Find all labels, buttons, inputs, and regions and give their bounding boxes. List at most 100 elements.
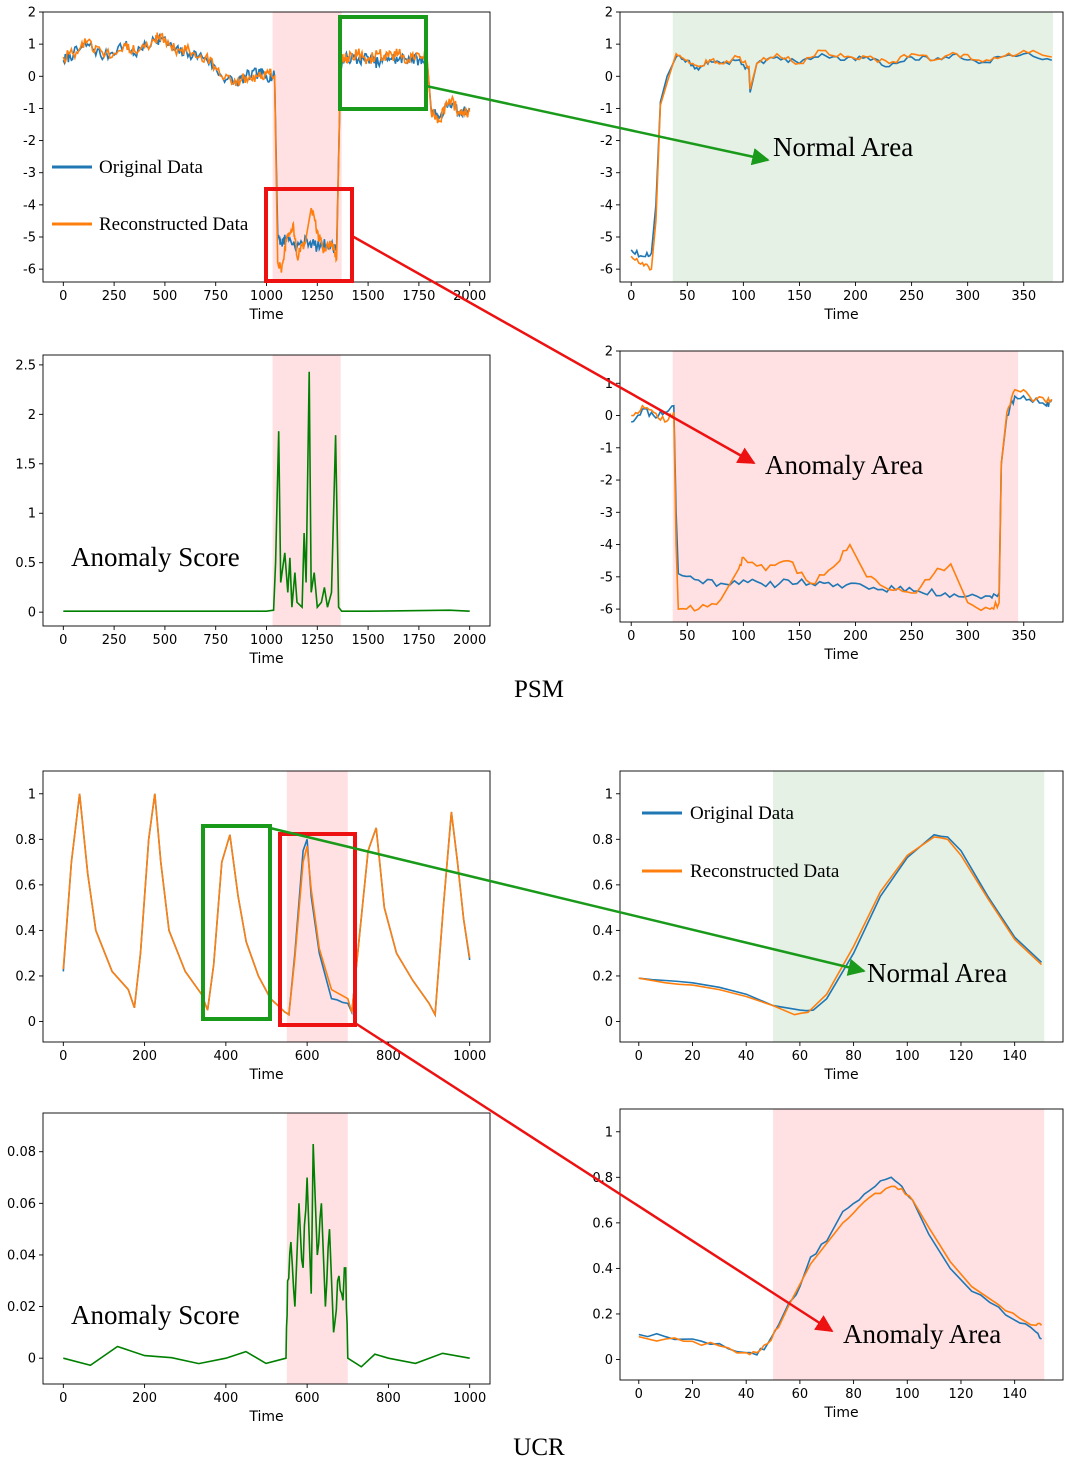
x-tick-label: 50 (679, 289, 696, 304)
x-tick-label: 1000 (453, 1049, 486, 1064)
y-tick-label: 2 (605, 6, 613, 21)
chart-ucr-score: 0 200 400 600 800 1000 0 0.02 0.04 0.06 0.08 Time (7, 1112, 491, 1425)
y-tick-label: -5 (600, 231, 613, 246)
x-tick-label: 0 (59, 1049, 67, 1064)
ucr-caption: UCR (513, 1434, 565, 1461)
psm-normal-selection-box (338, 15, 428, 111)
y-tick-label: -3 (600, 506, 613, 521)
x-tick-label: 250 (899, 629, 924, 644)
x-tick-label: 40 (738, 1049, 755, 1064)
y-tick-label: -3 (23, 166, 36, 181)
x-axis-label: Time (823, 307, 858, 323)
legend-label-original: Original Data (99, 157, 204, 178)
y-tick-label: 0.04 (7, 1248, 36, 1263)
psm-normal-arrow (425, 84, 770, 166)
x-tick-label: 100 (731, 289, 756, 304)
x-tick-label: 1500 (352, 633, 385, 648)
psm-anomaly-arrow (351, 234, 756, 465)
x-axis-label: Time (248, 1067, 283, 1083)
x-axis-label: Time (823, 1067, 858, 1083)
y-tick-label: 0.6 (592, 878, 613, 893)
y-tick-label: 1 (28, 787, 36, 802)
x-tick-label: 200 (132, 1049, 157, 1064)
y-tick-label: -6 (23, 263, 36, 278)
y-tick-label: -3 (600, 166, 613, 181)
y-tick-label: -2 (23, 134, 36, 149)
y-tick-label: 2 (28, 408, 36, 423)
psm-anomaly-score-label: Anomaly Score (71, 542, 240, 572)
ucr-normal-area-label: Normal Area (867, 958, 1007, 988)
x-axis-label: Time (823, 647, 858, 663)
x-tick-label: 400 (213, 1391, 238, 1406)
y-tick-label: 0.6 (592, 1216, 613, 1231)
x-tick-label: 800 (376, 1049, 401, 1064)
anomaly-region (272, 355, 341, 626)
psm-anomaly-area-label: Anomaly Area (765, 450, 923, 480)
x-axis-label: Time (248, 307, 283, 323)
ucr-anomaly-score-label: Anomaly Score (71, 1300, 240, 1330)
x-tick-label: 100 (895, 1049, 920, 1064)
psm-caption: PSM (514, 676, 564, 703)
x-tick-label: 500 (152, 633, 177, 648)
x-tick-label: 500 (152, 289, 177, 304)
y-tick-label: 0 (605, 409, 613, 424)
y-tick-label: 0.8 (15, 833, 36, 848)
x-tick-label: 0 (635, 1387, 643, 1402)
chart-psm-score: 0 250 500 750 1000 1250 1500 1750 2000 0 0.5 1 1.5 2 2… (15, 354, 491, 667)
x-tick-label: 120 (949, 1049, 974, 1064)
y-tick-label: 0.06 (7, 1197, 36, 1212)
y-tick-label: 1 (605, 377, 613, 392)
x-tick-label: 250 (102, 633, 127, 648)
x-tick-label: 300 (955, 289, 980, 304)
y-tick-label: -5 (600, 570, 613, 585)
x-tick-label: 150 (787, 629, 812, 644)
chart-ucr-anomaly-zoom: 0 20 40 60 80 100 120 140 0 0.2 0.4 0.6 0.8 1 Time (592, 1108, 1064, 1421)
y-tick-label: 2 (605, 345, 613, 360)
y-tick-label: 0 (28, 1015, 36, 1030)
y-tick-label: 0 (28, 606, 36, 621)
series-line-reconstructed-data (62, 32, 471, 273)
y-tick-label: 1 (605, 38, 613, 53)
plot-frame (619, 350, 1064, 623)
series-line-original-data (638, 833, 1043, 1012)
y-tick-label: 0.6 (15, 878, 36, 893)
y-tick-label: 0.4 (592, 1262, 613, 1277)
y-tick-label: 1 (605, 787, 613, 802)
x-tick-label: 50 (679, 629, 696, 644)
ucr-legend: Original Data Reconstructed Data (642, 803, 840, 882)
x-tick-label: 20 (684, 1049, 701, 1064)
x-tick-label: 250 (899, 289, 924, 304)
x-tick-label: 0 (627, 289, 635, 304)
x-tick-label: 20 (684, 1387, 701, 1402)
y-tick-label: 0.2 (15, 969, 36, 984)
chart-psm-main: 0 250 500 750 1000 1250 1500 1750 2000 -6 -5 -4 -3 -2… (23, 6, 491, 323)
x-tick-label: 150 (787, 289, 812, 304)
x-axis-label: Time (248, 1409, 283, 1425)
y-tick-label: 0.4 (15, 924, 36, 939)
x-tick-label: 250 (102, 289, 127, 304)
x-tick-label: 60 (792, 1387, 809, 1402)
y-tick-label: -5 (23, 231, 36, 246)
x-tick-label: 0 (59, 633, 67, 648)
ucr-normal-selection-box (201, 824, 272, 1021)
plot-frame (619, 11, 1064, 283)
x-axis-label: Time (823, 1405, 858, 1421)
ucr-anomaly-arrow (354, 1021, 834, 1333)
y-tick-label: 1 (28, 38, 36, 53)
x-tick-label: 120 (949, 1387, 974, 1402)
psm-anomaly-selection-box (264, 187, 354, 283)
x-tick-label: 0 (627, 629, 635, 644)
x-tick-label: 600 (295, 1391, 320, 1406)
y-tick-label: 2.5 (15, 358, 36, 373)
chart-ucr-normal-zoom: 0 20 40 60 80 100 120 140 0 0.2 0.4 0.6 0.8 1 Time (592, 770, 1064, 1083)
legend-label-original: Original Data (690, 803, 795, 824)
chart-ucr-main: 0 200 400 600 800 1000 0 0.2 0.4 0.6 0.8 1 Time (15, 770, 491, 1083)
y-tick-label: -6 (600, 263, 613, 278)
x-tick-label: 1000 (250, 633, 283, 648)
y-tick-label: 2 (28, 6, 36, 21)
x-tick-label: 80 (845, 1049, 862, 1064)
series-line-reconstructed-data (638, 1185, 1043, 1356)
anomaly-region (286, 771, 348, 1042)
